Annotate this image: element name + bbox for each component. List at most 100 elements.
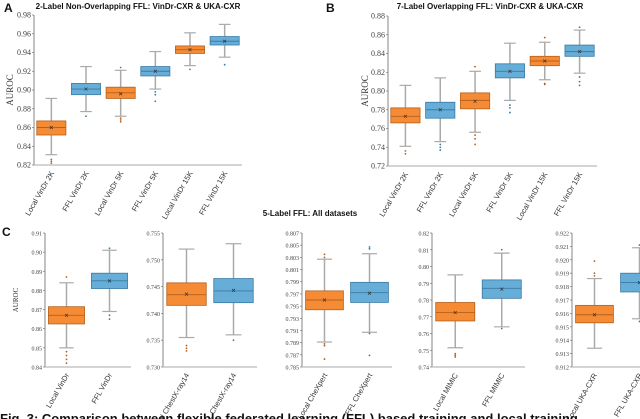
subplot-c2: 0.730 0.735 0.740 0.745 0.750 0.755 Local Ches… — [147, 232, 257, 419]
outlier-point — [50, 158, 53, 161]
box-local: Local VinDr 2K — [23, 97, 67, 218]
figure-caption: Fig. 3: Comparison between flexible fede… — [0, 411, 578, 419]
x-tick-label: FFL VinDr 15K — [552, 171, 584, 218]
box-ffl: FFL UKA-CXR — [612, 244, 640, 418]
y-tick-label: 0.793 — [286, 317, 300, 323]
outlier-point — [578, 84, 581, 87]
y-tick-label: 0.913 — [556, 352, 570, 358]
outlier-point — [189, 68, 191, 71]
y-tick-label: 0.78 — [419, 299, 430, 305]
y-tick-label: 0.755 — [147, 232, 161, 238]
y-tick-label: 0.730 — [147, 366, 161, 372]
outlier-point — [593, 272, 596, 275]
y-tick-label: 0.82 — [419, 232, 430, 238]
outlier-point — [323, 358, 326, 360]
outlier-point — [185, 350, 188, 352]
y-tick-label: 0.98 — [17, 11, 31, 20]
mean-marker — [231, 288, 236, 293]
outlier-point — [154, 90, 157, 93]
outlier-point — [368, 247, 371, 250]
subplot-c1: 0.84 0.85 0.86 0.87 0.88 0.89 0.90 0.91 Local Vi… — [32, 232, 131, 409]
panel-b-ylabel: AUROC — [360, 75, 370, 107]
box-local: Local ChestX-ray14 — [151, 248, 207, 419]
y-tick-label: 0.89 — [32, 270, 43, 276]
box-ffl: FFL VinDr — [90, 247, 128, 405]
y-tick-label: 0.915 — [556, 325, 570, 331]
x-tick-label: Local VinDr 2K — [377, 171, 410, 219]
outlier-point — [119, 119, 122, 121]
mean-marker — [49, 125, 54, 130]
outlier-point — [368, 354, 371, 357]
y-tick-label: 0.740 — [147, 312, 161, 318]
outlier-point — [509, 104, 511, 106]
x-tick-label: Local VinDr 15K — [515, 171, 550, 222]
mean-marker — [453, 310, 457, 315]
outlier-point — [578, 80, 581, 83]
box-local: Local VinDr — [44, 276, 85, 409]
outlier-point — [154, 100, 157, 103]
y-tick-label: 0.84 — [32, 366, 43, 372]
y-tick-label: 0.84 — [371, 49, 385, 58]
panel-b-title: 7-Label Overlapping FFL: VinDr-CXR & UKA… — [397, 2, 584, 11]
outlier-point — [439, 149, 442, 151]
box-ffl: FFL VinDr 5K — [130, 50, 171, 213]
box-ffl: FFL VinDr 15K — [552, 26, 595, 218]
y-tick-label: 0.805 — [286, 244, 300, 250]
y-tick-label: 0.797 — [286, 292, 300, 298]
y-tick-label: 0.76 — [371, 124, 385, 133]
x-tick-label: Local MIMIC — [431, 371, 460, 412]
outlier-point — [323, 342, 326, 345]
x-tick-label: FFL VinDr 2K — [60, 170, 90, 213]
outlier-point — [185, 344, 188, 347]
outlier-point — [65, 350, 68, 353]
outlier-point — [500, 327, 503, 330]
outlier-point — [154, 93, 157, 96]
box-ffl: FFL VinDr 2K — [60, 65, 101, 213]
x-tick-label: Local VinDr 5K — [447, 171, 480, 219]
y-tick-label: 0.795 — [286, 305, 300, 311]
outlier-point — [108, 314, 111, 317]
y-tick-label: 0.750 — [147, 258, 161, 264]
y-tick-label: 0.916 — [556, 312, 570, 318]
x-tick-label: Local VinDr 2K — [23, 170, 56, 218]
box-iqr — [564, 44, 595, 57]
mean-marker — [438, 108, 442, 112]
y-tick-label: 0.785 — [286, 366, 300, 372]
mean-marker — [543, 59, 547, 63]
y-tick-label: 0.92 — [17, 67, 31, 76]
y-tick-label: 0.86 — [371, 30, 385, 39]
outlier-point — [509, 111, 511, 114]
outlier-point — [454, 356, 457, 358]
outlier-point — [439, 146, 442, 149]
outlier-point — [232, 339, 235, 342]
y-tick-label: 0.84 — [17, 142, 31, 151]
mean-marker — [473, 99, 477, 104]
mean-marker — [118, 92, 123, 96]
outlier-point — [404, 152, 407, 155]
y-tick-label: 0.735 — [147, 339, 161, 345]
outlier-point — [50, 160, 53, 163]
panel-letter-c: C — [2, 225, 11, 239]
y-tick-label: 0.74 — [371, 143, 385, 152]
outlier-point — [323, 344, 326, 347]
y-tick-label: 0.74 — [419, 366, 430, 372]
x-tick-label: FFL VinDr 5K — [130, 170, 160, 213]
mean-marker — [107, 279, 112, 283]
box-local: Local CheXpert — [296, 253, 344, 419]
mean-marker — [184, 292, 189, 296]
outlier-point — [500, 248, 503, 251]
y-tick-label: 0.912 — [556, 366, 570, 372]
mean-marker — [508, 69, 512, 74]
x-tick-label: Local VinDr — [44, 371, 71, 409]
y-tick-label: 0.918 — [556, 285, 570, 291]
x-tick-label: FFL VinDr — [90, 371, 115, 405]
outlier-point — [185, 347, 188, 350]
y-tick-label: 0.914 — [556, 339, 570, 345]
y-tick-label: 0.87 — [32, 308, 43, 314]
outlier-point — [119, 117, 122, 120]
y-tick-label: 0.88 — [32, 289, 43, 295]
box-ffl: FFL VinDr 2K — [415, 77, 456, 214]
y-tick-label: 0.94 — [17, 48, 31, 57]
y-tick-label: 0.917 — [556, 299, 570, 305]
mean-marker — [592, 312, 597, 317]
